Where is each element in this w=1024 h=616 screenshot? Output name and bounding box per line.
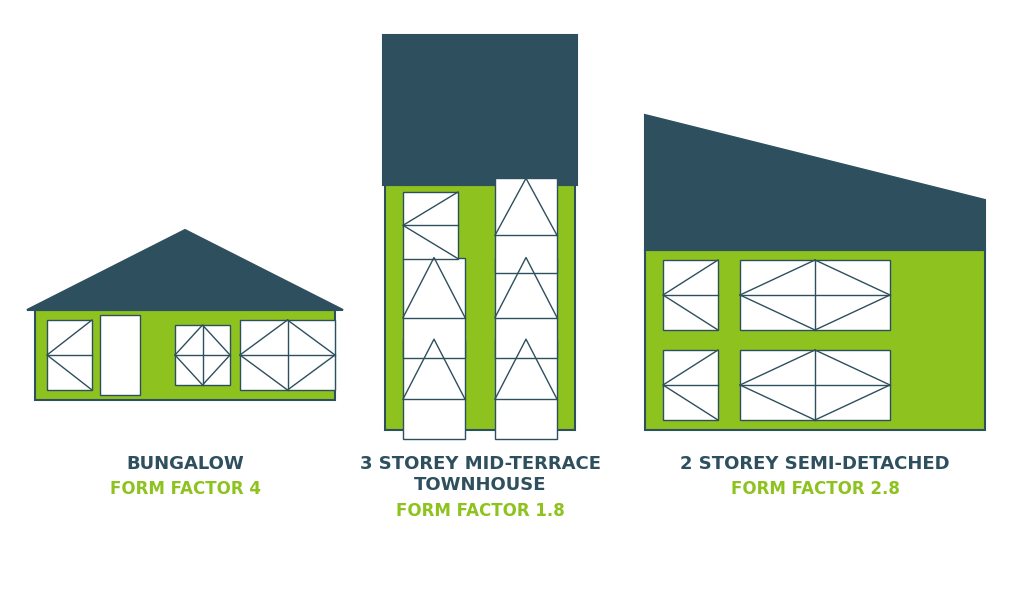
Polygon shape	[645, 115, 985, 250]
Bar	[663, 350, 718, 420]
Bar	[495, 179, 557, 274]
Bar	[385, 185, 575, 430]
Bar	[100, 315, 140, 395]
Text: FORM FACTOR 4: FORM FACTOR 4	[110, 480, 260, 498]
Text: FORM FACTOR 1.8: FORM FACTOR 1.8	[395, 502, 564, 520]
Bar	[35, 310, 335, 400]
Bar	[495, 257, 557, 357]
Bar	[740, 260, 890, 330]
Text: BUNGALOW: BUNGALOW	[126, 455, 244, 473]
Bar	[495, 339, 557, 439]
Text: 3 STOREY MID-TERRACE
TOWNHOUSE: 3 STOREY MID-TERRACE TOWNHOUSE	[359, 455, 600, 494]
Bar	[47, 320, 92, 390]
Bar	[403, 257, 465, 357]
Bar	[240, 320, 335, 390]
Bar	[403, 192, 458, 259]
Text: 2 STOREY SEMI-DETACHED: 2 STOREY SEMI-DETACHED	[680, 455, 950, 473]
Bar	[740, 350, 890, 420]
Bar	[383, 35, 577, 185]
Bar	[175, 325, 230, 385]
Bar	[663, 260, 718, 330]
Bar	[645, 250, 985, 430]
Text: FORM FACTOR 2.8: FORM FACTOR 2.8	[730, 480, 899, 498]
Bar	[403, 339, 465, 439]
Polygon shape	[27, 230, 343, 310]
